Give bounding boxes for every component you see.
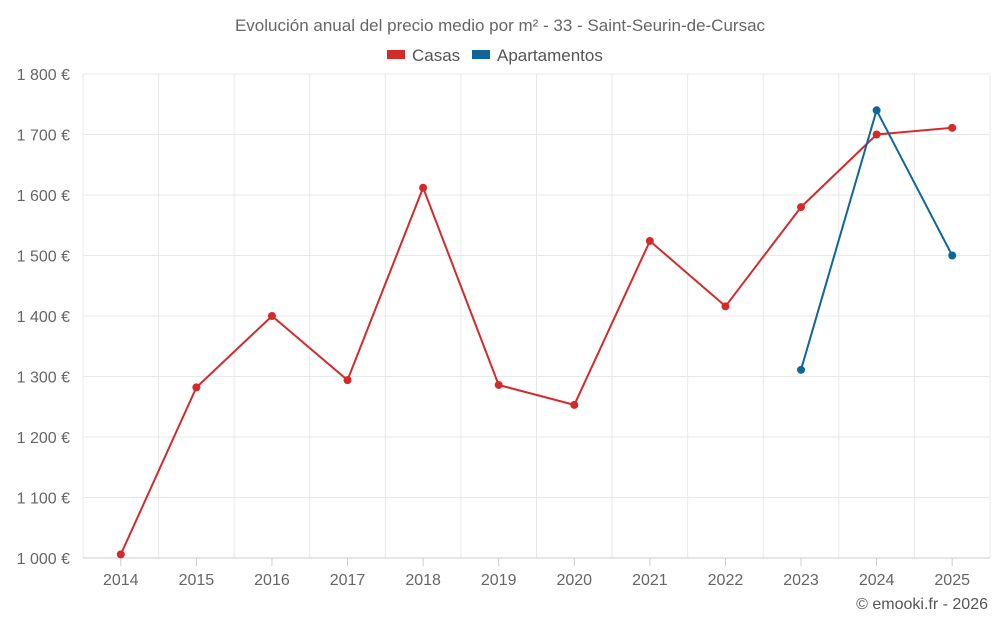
series-casas (116, 123, 957, 559)
data-point-casas-2021[interactable] (645, 236, 654, 245)
credit-text: © emooki.fr - 2026 (856, 596, 988, 613)
y-tick-label-1300: 1 300 € (17, 370, 70, 387)
y-tick-label-1000: 1 000 € (17, 551, 70, 568)
y-tick-label-1500: 1 500 € (17, 249, 70, 266)
x-tick-label-2021: 2021 (632, 572, 668, 589)
data-point-casas-2018[interactable] (419, 183, 428, 192)
x-tick-label-2025: 2025 (934, 572, 970, 589)
x-tick-label-2019: 2019 (481, 572, 517, 589)
y-tick-label-1200: 1 200 € (17, 430, 70, 447)
legend-swatch-casas (387, 50, 405, 59)
data-point-apartamentos-2024[interactable] (872, 106, 881, 115)
x-tick-label-2020: 2020 (556, 572, 592, 589)
legend: Casas Apartamentos (387, 46, 603, 65)
data-point-casas-2023[interactable] (797, 203, 806, 212)
data-point-casas-2025[interactable] (948, 123, 957, 132)
legend-item-casas[interactable]: Casas (387, 46, 460, 65)
y-tick-label-1400: 1 400 € (17, 309, 70, 326)
series-apartamentos (797, 106, 957, 374)
x-tick-label-2018: 2018 (405, 572, 441, 589)
x-tick-label-2016: 2016 (254, 572, 290, 589)
data-point-casas-2019[interactable] (494, 380, 503, 389)
x-axis: 2014 2015 2016 2017 2018 2019 2020 2021 2022 2023… (83, 557, 990, 589)
x-tick-label-2017: 2017 (330, 572, 366, 589)
data-point-apartamentos-2023[interactable] (797, 365, 806, 374)
series-line-casas (119, 126, 953, 555)
data-point-casas-2017[interactable] (343, 376, 352, 385)
y-tick-label-1800: 1 800 € (17, 67, 70, 84)
legend-label-casas: Casas (412, 46, 460, 65)
data-point-casas-2016[interactable] (267, 312, 276, 320)
y-axis: 1 000 € 1 100 € 1 200 € 1 300 € 1 400 € 1 500… (17, 67, 70, 568)
data-point-casas-2024[interactable] (872, 130, 881, 139)
y-tick-label-1100: 1 100 € (17, 491, 70, 508)
grid (82, 73, 991, 558)
y-tick-label-1600: 1 600 € (17, 188, 70, 205)
legend-label-apartamentos: Apartamentos (497, 46, 603, 65)
data-point-apartamentos-2025[interactable] (948, 251, 957, 260)
x-tick-label-2023: 2023 (783, 572, 819, 589)
y-tick-label-1700: 1 700 € (17, 128, 70, 145)
series (116, 106, 957, 559)
data-point-casas-2014[interactable] (116, 550, 125, 559)
legend-swatch-apartamentos (472, 50, 490, 59)
x-tick-label-2022: 2022 (708, 572, 744, 589)
legend-item-apartamentos[interactable]: Apartamentos (472, 46, 603, 65)
data-point-casas-2022[interactable] (721, 302, 730, 311)
x-tick-label-2014: 2014 (103, 572, 139, 589)
data-point-casas-2020[interactable] (570, 400, 579, 409)
chart-title: Evolución anual del precio medio por m² … (235, 16, 766, 35)
data-point-casas-2015[interactable] (192, 383, 201, 392)
series-line-apartamentos (800, 109, 954, 371)
x-tick-label-2015: 2015 (179, 572, 215, 589)
x-tick-label-2024: 2024 (859, 572, 895, 589)
